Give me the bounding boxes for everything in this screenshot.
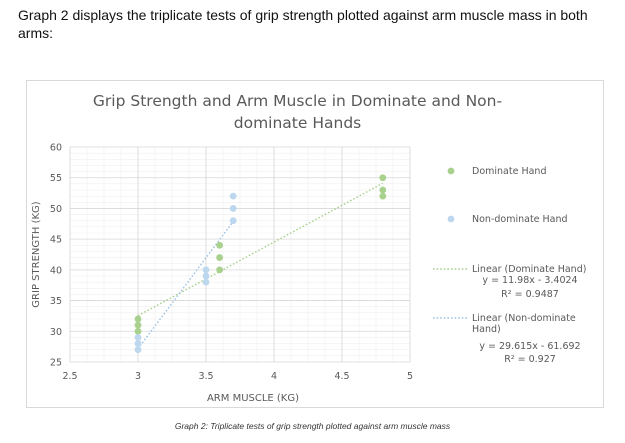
- data-point-non-dominate: [229, 192, 237, 200]
- data-point-non-dominate: [134, 334, 142, 341]
- x-tick-label: 4: [271, 371, 277, 382]
- data-point-non-dominate: [229, 205, 237, 212]
- y-tick-label: 60: [50, 143, 62, 154]
- data-point-dominate: [379, 174, 387, 182]
- chart-title-line-1: Grip Strength and Arm Muscle in Dominate…: [92, 92, 503, 110]
- y-tick-label: 50: [50, 204, 62, 215]
- data-point-non-dominate: [134, 340, 142, 347]
- y-tick-label: 55: [50, 173, 62, 184]
- chart-title: Grip Strength and Arm Muscle in Dominate…: [40, 90, 555, 134]
- trend-non-dominate-equation: y = 29.615x - 61.692: [479, 341, 581, 352]
- data-point-dominate: [134, 315, 142, 323]
- trendline-non-dominate: [137, 221, 234, 350]
- chart-title-line-2: dominate Hands: [233, 114, 362, 132]
- trend-non-dominate-r2: R² = 0.927: [504, 354, 556, 365]
- x-tick-label: 5: [407, 371, 413, 382]
- legend-label-dominate: Dominate Hand: [472, 166, 547, 177]
- trend-dominate-equation: y = 11.98x - 3.4024: [482, 275, 578, 286]
- y-tick-label: 40: [50, 265, 62, 276]
- data-point-non-dominate: [202, 278, 210, 286]
- data-point-dominate: [379, 186, 387, 194]
- legend-marker-non-dominate: [447, 215, 455, 223]
- y-axis-title: GRIP STRENGTH (KG): [31, 201, 42, 307]
- chart-frame: [26, 80, 604, 408]
- x-tick-label: 3.5: [198, 371, 213, 382]
- trendline-dominate: [137, 182, 384, 317]
- data-point-non-dominate: [229, 217, 237, 225]
- y-tick-label: 25: [50, 358, 62, 369]
- data-point-non-dominate: [202, 266, 210, 274]
- y-tick-label: 35: [50, 296, 62, 307]
- x-tick-label: 3: [135, 371, 141, 382]
- data-point-dominate: [134, 321, 142, 329]
- y-tick-label: 30: [50, 327, 62, 338]
- legend-trend-non-dominate-label: Linear (Non-dominate Hand): [472, 313, 576, 335]
- x-tick-label: 4.5: [334, 371, 349, 382]
- x-axis-title: ARM MUSCLE (KG): [207, 393, 299, 404]
- data-point-dominate: [216, 266, 224, 274]
- data-point-non-dominate: [202, 272, 210, 280]
- legend-label-non-dominate: Non-dominate Hand: [472, 214, 568, 225]
- data-point-dominate: [216, 254, 224, 261]
- intro-paragraph: Graph 2 displays the triplicate tests of…: [18, 7, 588, 41]
- legend-trend-dominate-label: Linear (Dominate Hand): [472, 264, 587, 275]
- data-point-dominate: [379, 192, 387, 200]
- legend-trend-dominate: Linear (Dominate Hand): [472, 264, 592, 275]
- trend-dominate-r2: R² = 0.9487: [501, 289, 559, 300]
- x-tick-label: 2.5: [62, 371, 77, 382]
- data-point-dominate: [216, 241, 224, 249]
- data-point-dominate: [134, 327, 142, 335]
- figure-caption: Graph 2: Triplicate tests of grip streng…: [174, 421, 451, 431]
- y-tick-label: 45: [50, 235, 62, 246]
- data-point-non-dominate: [134, 346, 142, 354]
- legend-marker-dominate: [447, 167, 455, 175]
